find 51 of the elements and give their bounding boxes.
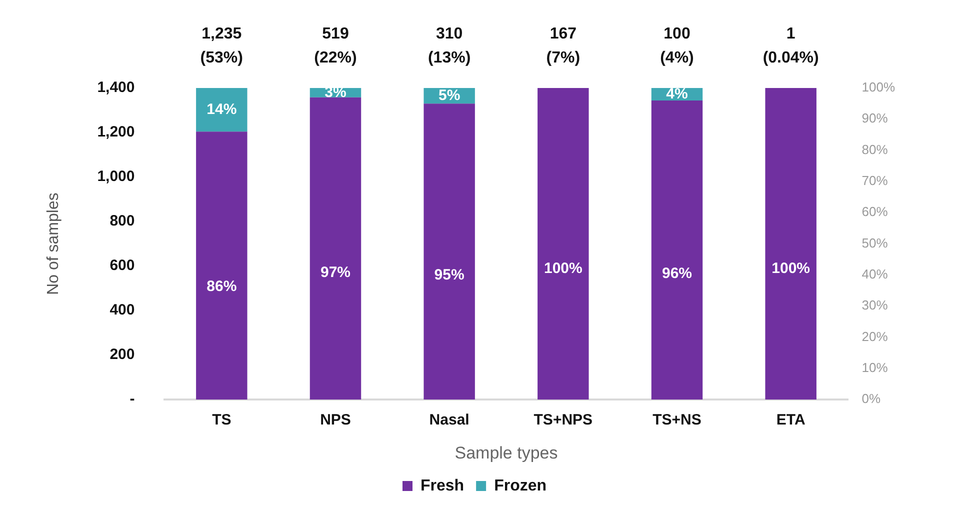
x-axis-title: Sample types (454, 443, 558, 462)
y-tick-label: 400 (110, 302, 135, 319)
data-label: 86% (206, 278, 237, 296)
y2-tick-label: 0% (862, 391, 881, 406)
y-tick-label: 200 (110, 346, 135, 364)
text: 1,235 (53%) (200, 25, 243, 66)
text: 167 (7%) (546, 25, 580, 66)
data-label: 100% (772, 260, 810, 277)
bar (538, 88, 589, 400)
bar (196, 88, 248, 132)
y2-tick-label: 60% (862, 204, 888, 220)
x-tick-label: TS+NPS (534, 412, 593, 429)
data-label: 95% (434, 266, 464, 284)
y2-tick-label: 90% (862, 110, 888, 126)
bar (765, 88, 816, 400)
y2-tick-label: 30% (862, 298, 888, 313)
y2-tick-label: 50% (862, 235, 888, 250)
y-tick-label: 1,400 (97, 79, 135, 96)
y2-tick-label: 80% (862, 142, 888, 157)
y-tick-label: - (130, 390, 135, 408)
y2-tick-label: 40% (862, 266, 888, 282)
y2-tick-label: 10% (862, 360, 888, 376)
bar (310, 97, 362, 400)
text: 519 (22%) (314, 25, 357, 66)
text: 100 (4%) (660, 25, 694, 66)
legend-label: Fresh (420, 477, 464, 494)
y-tick-label: 1,000 (97, 168, 135, 186)
y-tick-label: 600 (110, 257, 135, 274)
data-label: 96% (662, 265, 692, 282)
data-label: 14% (206, 100, 237, 118)
y2-tick-label: 20% (862, 328, 888, 344)
y-tick-label: 800 (110, 212, 135, 230)
data-label: 5% (438, 86, 460, 104)
data-label: 97% (320, 264, 351, 281)
bar (424, 104, 475, 400)
y-tick-label: 1,200 (97, 124, 135, 141)
y2-tick-label: 70% (862, 173, 888, 188)
x-tick-label: ETA (776, 412, 806, 429)
bar (196, 132, 248, 400)
text: 310 (13%) (428, 25, 471, 66)
x-tick-label: TS (212, 412, 232, 429)
text: 1 (0.04%) (762, 25, 819, 66)
data-label: 4% (666, 85, 688, 102)
bar (651, 100, 703, 400)
legend-label: Frozen (494, 477, 547, 494)
x-tick-label: NPS (320, 412, 351, 429)
x-tick-label: TS+NS (652, 412, 702, 429)
x-tick-label: Nasal (429, 412, 470, 429)
y2-tick-label: 100% (862, 80, 896, 95)
y-axis-title: No of samples (45, 192, 62, 295)
data-label: 100% (544, 260, 582, 277)
